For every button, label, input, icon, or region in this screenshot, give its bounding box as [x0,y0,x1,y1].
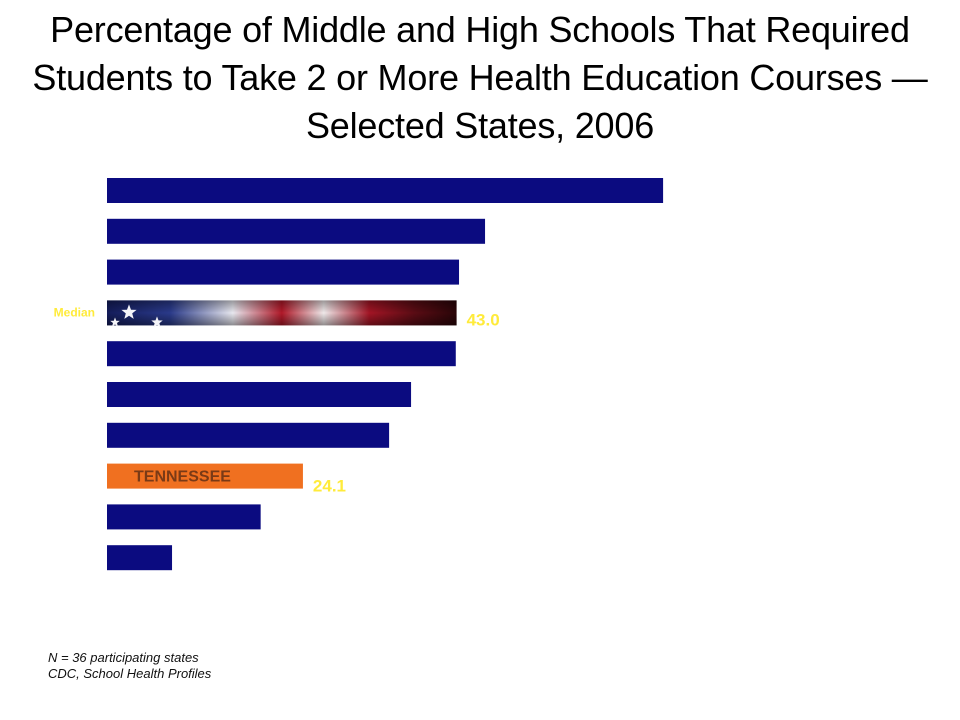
bar [107,218,486,244]
highlight-value-label: 24.1 [313,477,346,496]
flag-star-icon [110,317,120,327]
bar [107,422,390,448]
bar [107,341,456,367]
highlight-state-label: TENNESSEE [134,469,231,486]
bar [107,382,412,407]
bar-highlight [107,463,303,489]
chart-title: Percentage of Middle and High Schools Th… [32,9,928,146]
bar [107,178,664,203]
sample-size-note: N = 36 participating states [48,650,199,665]
source-note: CDC, School Health Profiles [48,666,212,681]
flag-star-icon [121,304,137,319]
median-value-label: 43.0 [467,310,500,329]
median-label: Median [54,305,95,319]
bar [107,504,261,530]
flag-star-icon [151,316,163,328]
bar-median-shading [107,300,457,326]
bar [107,259,460,285]
bar [107,545,173,571]
